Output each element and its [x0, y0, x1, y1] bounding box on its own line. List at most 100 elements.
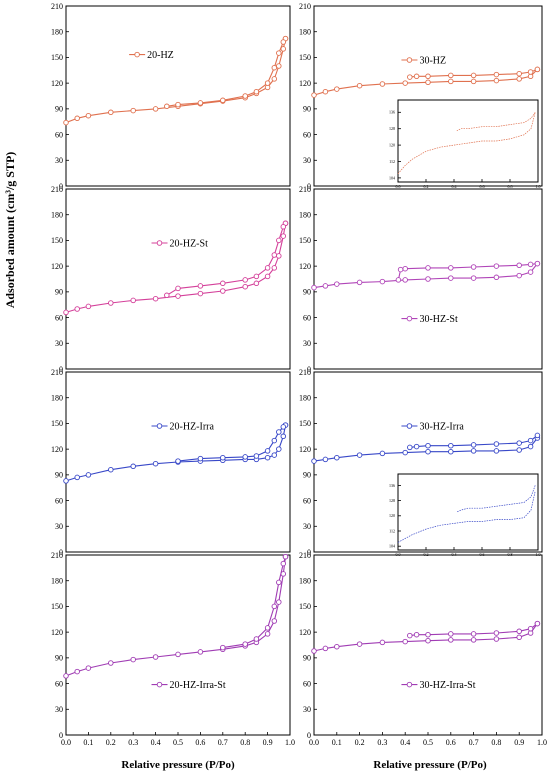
series-adsorption-point [152, 295, 159, 302]
series-adsorption-point [425, 637, 431, 644]
panel-xtick-label: 0.2 [355, 738, 365, 747]
inset-frame [397, 99, 539, 183]
series-adsorption-point [271, 265, 278, 271]
series-desorption-point [276, 429, 282, 435]
series-desorption-point [413, 73, 420, 80]
panel-xtick-label: 0.7 [218, 738, 228, 747]
panel-ytick-label: 120 [51, 628, 63, 637]
series-adsorption-point [253, 280, 260, 287]
series-desorption-point [527, 625, 534, 632]
series-adsorption-point [85, 303, 92, 310]
series-desorption-point [175, 101, 181, 108]
panel-ytick-label: 30 [303, 339, 311, 348]
series-desorption-point [448, 442, 454, 449]
panel-ytick-label: 0 [307, 365, 311, 374]
series-adsorption-point [280, 433, 287, 440]
series-desorption-point [164, 103, 170, 110]
series-desorption-point [516, 262, 522, 269]
legend-swatch-marker [406, 681, 413, 688]
series-desorption-point [527, 437, 534, 444]
legend-label: 30-HZ [419, 56, 446, 67]
panel-ytick-label: 30 [303, 522, 311, 531]
panel-ytick-label: 60 [303, 130, 311, 139]
inset-series-line [456, 485, 536, 513]
series-adsorption-point [220, 288, 226, 294]
panel-xtick-label: 0.2 [106, 738, 116, 747]
series-desorption-point [470, 631, 477, 637]
panel-ytick-label: 90 [55, 654, 63, 663]
inset-ytick-label: 120 [389, 143, 395, 148]
series-desorption-point [253, 273, 260, 280]
series-desorption-point [516, 628, 522, 635]
panel-ytick-label: 90 [303, 105, 311, 114]
series-desorption-point [280, 560, 287, 567]
panel-ytick-label: 60 [55, 313, 63, 322]
panel-xtick-label: 0.9 [514, 738, 524, 747]
legend-swatch-marker [156, 423, 163, 429]
series-adsorption-point [402, 449, 408, 456]
panel-ytick-label: 30 [55, 339, 63, 348]
inset-ytick-label: 120 [389, 513, 395, 518]
inset-ytick-label: 104 [389, 175, 395, 180]
panel-ytick-label: 210 [299, 185, 311, 194]
series-adsorption-point [175, 293, 181, 299]
inset-ytick-label: 128 [389, 126, 395, 131]
panel-30-HZ: 0 30 60 90 120 150 180 210 30-HZ 104 112 120 128 136 0… [299, 2, 543, 191]
series-adsorption-point [197, 290, 204, 297]
panel-ytick-label: 180 [51, 394, 63, 403]
panel-ytick-label: 120 [299, 445, 311, 454]
series-adsorption-point [379, 81, 386, 87]
series-adsorption-point [152, 106, 159, 112]
series-desorption-point [175, 458, 181, 464]
series-desorption-point [448, 72, 454, 79]
series-desorption-point [220, 454, 226, 461]
series-desorption-line [177, 424, 286, 462]
series-adsorption-point [516, 76, 522, 82]
panel-frame [65, 371, 291, 553]
panel-ytick-label: 210 [299, 551, 311, 560]
panel-ytick-label: 120 [299, 262, 311, 271]
panel-ytick-label: 180 [299, 211, 311, 220]
panel-ytick-label: 0 [307, 182, 311, 191]
legend-label: 20-HZ-Irra-St [170, 680, 226, 691]
panel-ytick-label: 120 [299, 79, 311, 88]
series-desorption-point [534, 432, 541, 439]
inset-series-line [397, 112, 536, 175]
panel-xtick-label: 0.1 [83, 738, 93, 747]
series-desorption-point [493, 441, 500, 447]
panel-ytick-label: 0 [307, 731, 311, 740]
series-desorption-point [448, 265, 454, 271]
series-adsorption-point [516, 447, 522, 453]
series-desorption-point [425, 631, 431, 638]
series-desorption-point [470, 264, 477, 270]
series-adsorption-point [379, 278, 386, 285]
panel-ytick-label: 180 [299, 577, 311, 586]
series-adsorption-point [448, 448, 454, 455]
panel-frame [313, 188, 543, 370]
series-adsorption-point [493, 448, 500, 454]
series-adsorption-point [516, 634, 522, 641]
series-desorption-point [534, 260, 541, 267]
series-adsorption-point [264, 454, 271, 461]
series-adsorption-point [311, 92, 317, 98]
series-desorption-point [271, 64, 278, 71]
panel-xtick-label: 0.1 [332, 738, 342, 747]
series-desorption-point [425, 442, 431, 449]
series-adsorption-line [65, 424, 287, 482]
inset-ytick-label: 136 [389, 483, 395, 488]
series-adsorption-point [322, 645, 329, 652]
series-desorption-point [220, 97, 226, 104]
series-desorption-point [395, 277, 402, 283]
series-desorption-point [425, 73, 431, 80]
panel-30-HZ-Irra: 0 30 60 90 120 150 180 210 30-HZ-Irra 104 112 120 12… [299, 368, 543, 557]
series-adsorption-point [85, 472, 92, 478]
series-adsorption-point [334, 643, 340, 650]
series-adsorption-point [63, 309, 69, 316]
panel-ytick-label: 180 [299, 394, 311, 403]
series-desorption-point [402, 265, 408, 272]
panel-ytick-label: 180 [51, 28, 63, 37]
series-desorption-point [264, 265, 271, 271]
series-adsorption-point [130, 656, 136, 663]
series-desorption-point [413, 443, 420, 450]
inset-ytick-label: 104 [389, 544, 395, 549]
